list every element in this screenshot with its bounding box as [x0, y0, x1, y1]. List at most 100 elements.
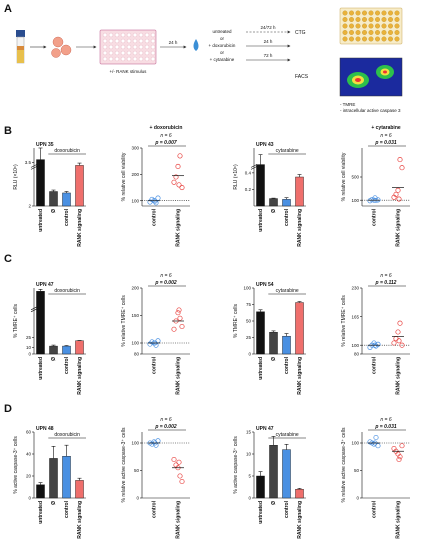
ctg-well [349, 17, 354, 22]
plate-well [120, 32, 126, 38]
n-label: n = 6 [380, 133, 391, 139]
ctg-well [355, 23, 361, 29]
ctg-well [368, 10, 374, 16]
bar [282, 449, 291, 499]
plate-well [132, 32, 138, 38]
ctg-well [342, 30, 348, 35]
n-label: n = 6 [380, 417, 391, 423]
plate-well [144, 56, 150, 62]
y-tick-label: 100 [131, 341, 139, 346]
drug-drop-icon [193, 39, 199, 51]
ctg-well [355, 10, 361, 16]
data-point [397, 320, 403, 326]
ctg-well [381, 10, 387, 16]
data-point [396, 338, 402, 344]
category-label: RANK signaling [297, 209, 303, 247]
ctg-well [388, 10, 393, 16]
ctg-well [375, 23, 380, 29]
ctg-well [355, 17, 361, 22]
data-point [175, 310, 181, 316]
data-point [399, 342, 405, 348]
y-tick-label: 60 [26, 430, 32, 435]
ctg-well [342, 17, 348, 22]
n-label: n = 6 [160, 133, 171, 139]
category-label: untreated [258, 501, 264, 524]
y-tick-label: 75 [246, 302, 252, 307]
data-point [375, 443, 381, 449]
plate-well [108, 56, 114, 62]
plate-well [120, 56, 126, 62]
category-label: RANK signaling [396, 357, 402, 395]
time-label: 72 h [264, 53, 273, 58]
arm-doxorubicin: + doxorubicin [209, 43, 236, 48]
chart-title: UPN 47 [36, 282, 54, 288]
y-tick-label: 165 [351, 314, 359, 319]
bar [62, 192, 71, 207]
data-point [176, 182, 182, 188]
plate-well [120, 50, 126, 56]
ctg-well [394, 23, 400, 29]
category-label: RANK signaling [396, 501, 402, 539]
ctg-well [342, 23, 348, 29]
y-tick-label: 10 [246, 452, 252, 457]
plate-well [144, 44, 150, 50]
category-label: control [152, 208, 158, 226]
category-label: RANK signaling [77, 357, 83, 395]
category-label: untreated [38, 357, 44, 380]
category-label: Ø [271, 209, 277, 213]
plate-well [150, 38, 156, 44]
category-label: Ø [51, 501, 57, 505]
y-tick-label: 100 [351, 343, 359, 348]
bar [75, 165, 84, 207]
bar [256, 164, 265, 207]
bar [36, 484, 45, 499]
plate-well [138, 44, 144, 50]
y-axis-label: % relative active caspase-3⁺ cells [121, 427, 127, 502]
plate-well [126, 38, 132, 44]
category-label: RANK signaling [77, 501, 83, 539]
chart-title: UPN 35 [36, 142, 54, 148]
bar [295, 489, 304, 499]
cells-icon [51, 36, 72, 58]
ctg-well [362, 10, 367, 16]
data-point [155, 438, 161, 444]
y-tick-label: 20 [26, 474, 32, 479]
category-label: control [372, 500, 378, 518]
category-label: control [284, 500, 290, 518]
category-label: RANK signaling [176, 357, 182, 395]
data-point [397, 157, 403, 163]
data-point [373, 434, 379, 441]
bar [282, 199, 291, 207]
time-label: 24 h [264, 39, 273, 44]
y-tick-label: 0 [136, 496, 139, 501]
ctg-well [349, 36, 354, 42]
ctg-well [381, 17, 387, 22]
category-label: RANK signaling [176, 209, 182, 247]
ctg-well [368, 36, 374, 42]
category-label: untreated [38, 501, 44, 524]
y-axis-label: % active caspase-3⁺ cells [233, 436, 239, 494]
y-tick-label: 0 [248, 496, 251, 501]
chart-c4: 80 100 165 230 % relative TMRE⁺ cells n = 6p … [341, 273, 410, 395]
data-point [173, 174, 179, 180]
y-axis-label: RLU (×10⁶) [233, 164, 239, 190]
bar [49, 191, 58, 207]
y-axis-label: % relative TMRE⁺ cells [121, 295, 127, 347]
y-tick-label: 0 [356, 496, 359, 501]
ctg-well [381, 30, 387, 35]
chart-d1: 0 20 40 60 % active caspase-3⁺ cells UPN 48 un… [13, 426, 86, 539]
y-tick-label: 50 [246, 319, 252, 324]
data-point [179, 323, 185, 330]
data-point [393, 336, 399, 342]
chart-b2: 100 200 300 % relative cell viability + doxo… [121, 125, 190, 247]
axis-break [30, 308, 38, 313]
plate-well [132, 50, 138, 56]
chart-title: UPN 47 [256, 426, 274, 432]
facs-plot-icon [339, 57, 403, 97]
ctg-well [342, 36, 348, 42]
chart-b4: 100 500 % relative cell viability + cytarab… [341, 125, 410, 247]
data-point [395, 187, 401, 193]
